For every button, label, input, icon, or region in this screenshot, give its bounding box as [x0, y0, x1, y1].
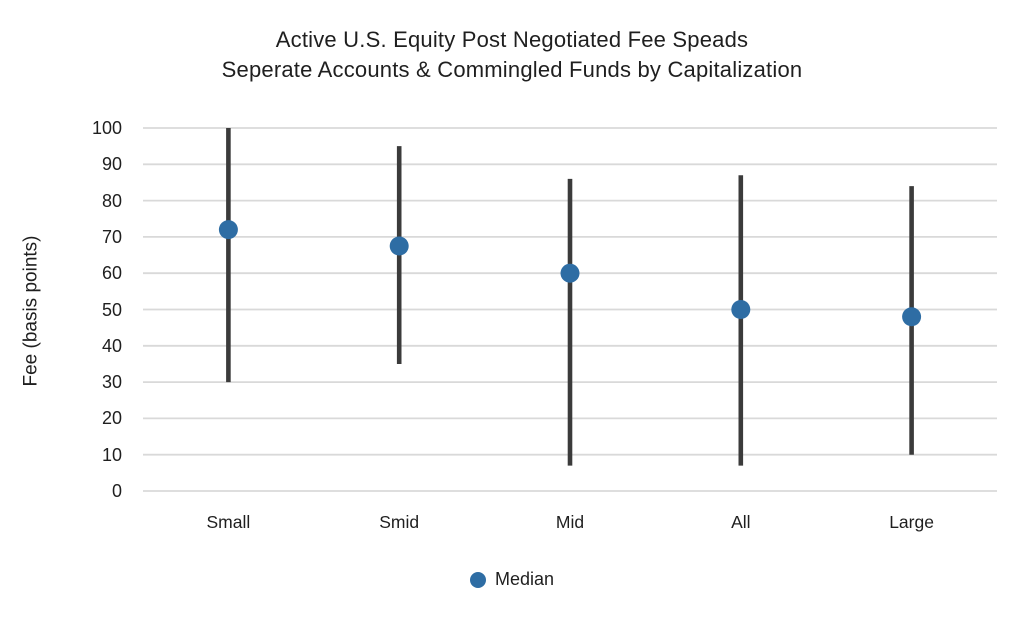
x-axis-tick-labels: Small Smid Mid All Large: [143, 512, 997, 536]
median-dot-mid: [560, 263, 580, 283]
legend-median-dot-icon: [469, 571, 486, 588]
y-tick-label-30: 30: [101, 372, 122, 393]
x-tick-label-mid: Mid: [555, 512, 585, 532]
median-dot-small: [218, 220, 238, 240]
y-tick-label-50: 50: [101, 299, 122, 320]
y-tick-label-40: 40: [101, 335, 122, 356]
y-tick-label-0: 0: [111, 481, 122, 501]
x-tick-label-small: Small: [206, 512, 251, 532]
chart-subtitle: Seperate Accounts & Commingled Funds by …: [221, 57, 803, 82]
plot-svg: [143, 127, 997, 492]
y-tick-label-20: 20: [101, 408, 122, 429]
y-tick-label-80: 80: [101, 190, 122, 211]
y-tick-label-60: 60: [101, 263, 122, 284]
chart-title: Active U.S. Equity Post Negotiated Fee S…: [275, 27, 749, 52]
x-tick-label-smid: Smid: [379, 512, 420, 532]
title-block: Active U.S. Equity Post Negotiated Fee S…: [0, 25, 1024, 85]
median-dot-large: [902, 307, 922, 327]
y-axis-tick-labels: 0 10 20 30 40 50 60 70 80 90 100: [0, 0, 122, 619]
x-tick-label-large: Large: [889, 512, 934, 532]
median-dot-all: [731, 300, 751, 319]
y-tick-label-100: 100: [91, 118, 122, 138]
y-tick-label-10: 10: [101, 444, 122, 465]
y-tick-label-90: 90: [101, 154, 122, 175]
legend-label: Median: [494, 569, 555, 589]
x-tick-label-all: All: [731, 512, 751, 532]
y-tick-label-70: 70: [101, 226, 122, 247]
legend-item-median: Median: [469, 569, 555, 590]
legend: Median: [0, 569, 1024, 593]
median-dot-smid: [389, 236, 409, 256]
